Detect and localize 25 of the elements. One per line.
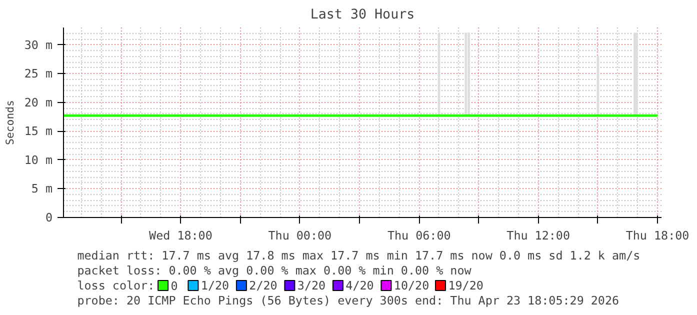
x-tick-label: Thu 06:00: [387, 228, 451, 242]
legend-label: 0: [170, 279, 178, 293]
y-tick-label: 20 m: [24, 95, 53, 110]
chart-title: Last 30 Hours: [310, 8, 415, 22]
legend-label: 19/20: [448, 278, 484, 292]
legend-label: 1/20: [200, 278, 230, 292]
y-tick-label: 15 m: [24, 124, 53, 138]
legend-title: loss color:: [77, 278, 155, 292]
x-tick-label: Thu 00:00: [268, 228, 332, 242]
legend-label: 2/20: [249, 278, 278, 292]
legend-label: 4/20: [346, 278, 374, 292]
y-tick-label: 10 m: [24, 152, 53, 167]
y-tick-label: 30 m: [24, 38, 53, 52]
x-tick-label: Wed 18:00: [149, 228, 212, 242]
x-tick-label: Thu 12:00: [506, 228, 570, 242]
legend-label: 10/20: [394, 278, 430, 292]
text: median rtt: 17.7 ms avg 17.8 ms max 17.7 ms min 17.7 ms now 0.0 ms sd 1.2 k am/s: [77, 248, 640, 262]
text: packet loss: 0.00 % avg 0.00 % max 0.00 % min 0.00 % now: [77, 264, 472, 278]
legend-label: 3/20: [297, 278, 326, 292]
y-tick-label: 0: [45, 210, 53, 224]
y-tick-label: 25 m: [24, 66, 53, 81]
y-axis-title: Seconds: [3, 100, 16, 145]
text: probe: 20 ICMP Echo Pings (56 Bytes) every 300s end: Thu Apr 23 18:05:29 2026: [77, 294, 620, 308]
y-tick-label: 5 m: [31, 182, 53, 196]
x-tick-label: Thu 18:00: [626, 228, 690, 242]
